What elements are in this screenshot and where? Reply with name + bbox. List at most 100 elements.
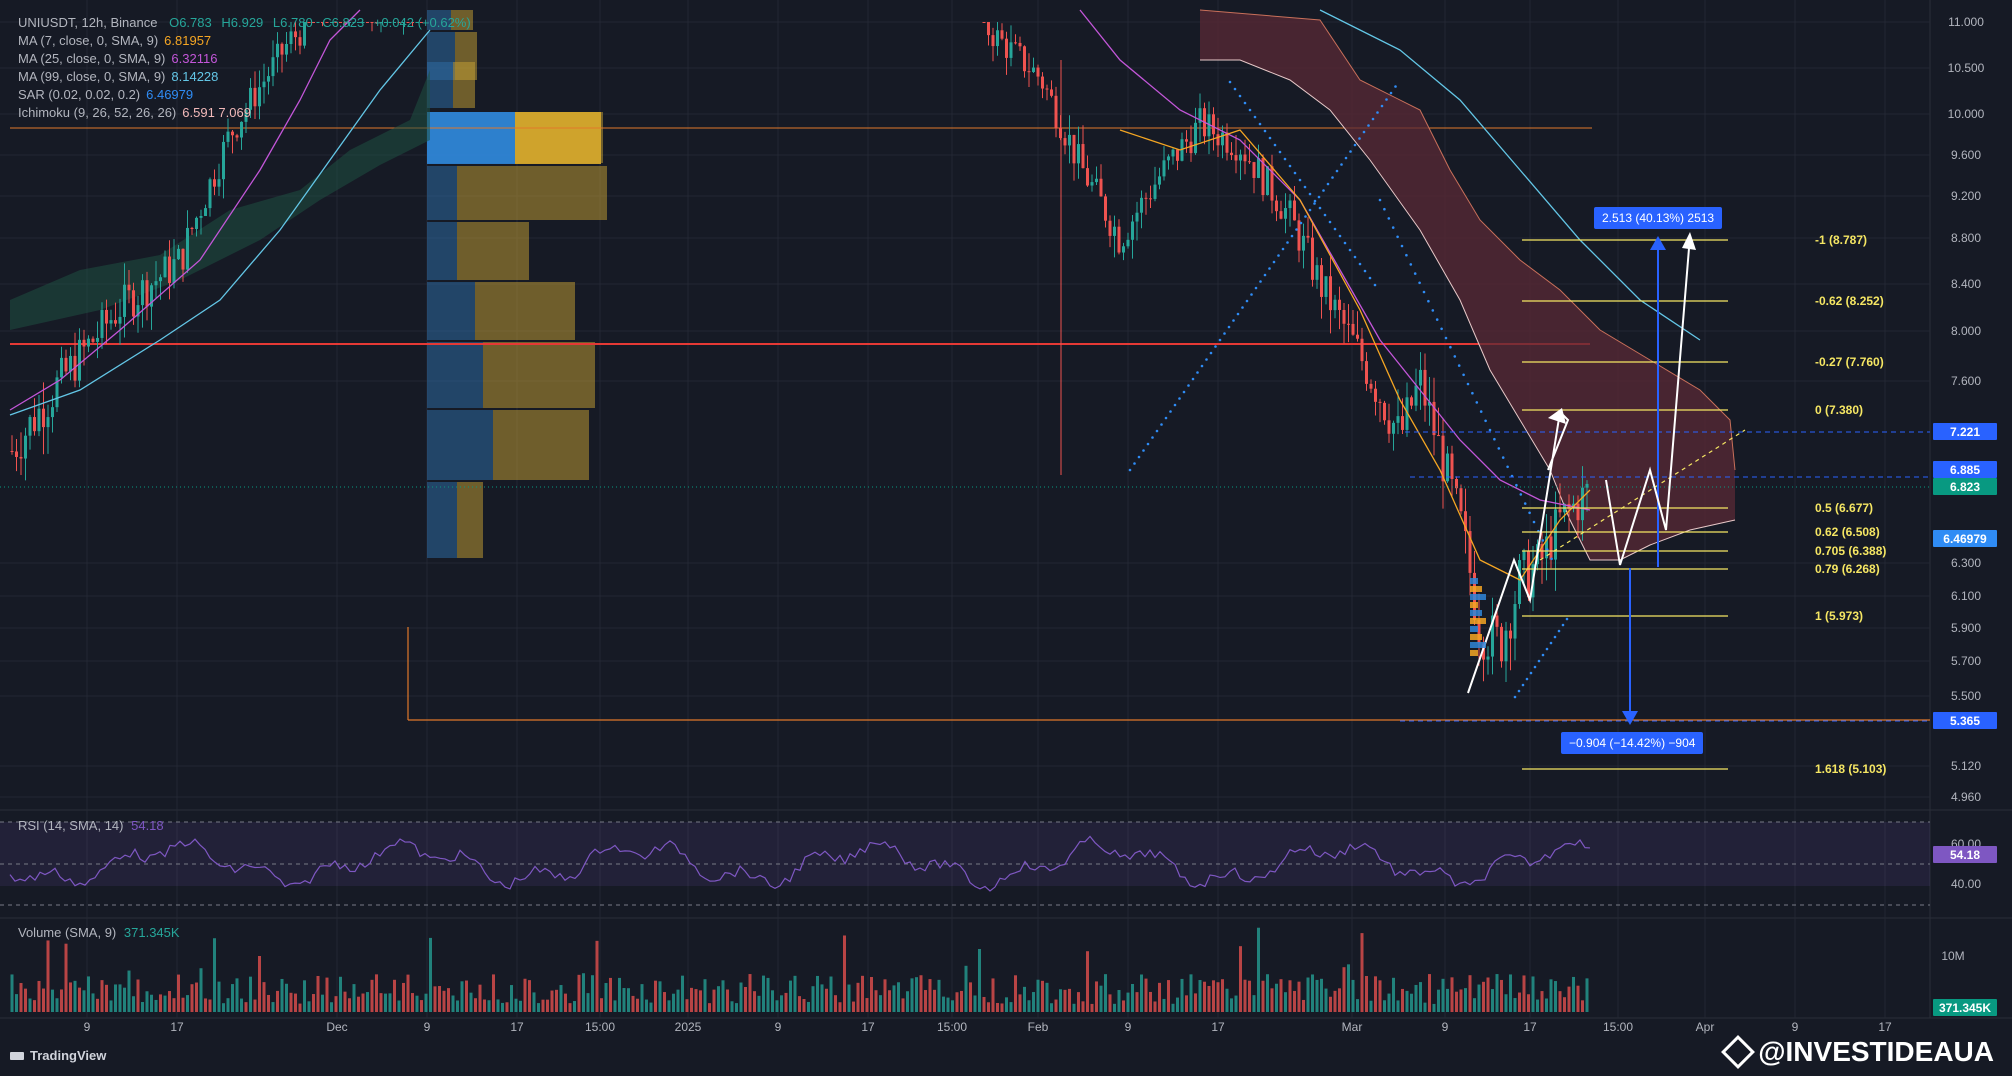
candle-body xyxy=(1234,155,1238,161)
volume-bar xyxy=(838,1002,842,1012)
volume-legend[interactable]: Volume (SMA, 9) 371.345K xyxy=(18,925,180,940)
price-badge[interactable] xyxy=(1933,461,1997,478)
volume-bar xyxy=(1522,975,1526,1012)
sar-dot xyxy=(1515,483,1518,487)
sar-dot xyxy=(1405,253,1408,257)
rsi-legend[interactable]: RSI (14, SMA, 14) 54.18 xyxy=(18,818,164,833)
volume-bar xyxy=(478,984,482,1012)
candle-body xyxy=(1356,334,1359,339)
indicator-label: SAR (0.02, 0.02, 0.2) xyxy=(18,87,141,102)
volume-bar xyxy=(298,1003,302,1012)
volume-bar xyxy=(1162,998,1166,1012)
volume-bar xyxy=(1230,998,1233,1012)
sar-dot xyxy=(1513,695,1517,699)
candle-body xyxy=(235,135,239,138)
volume-bar xyxy=(388,993,392,1012)
volume-bar xyxy=(798,996,801,1012)
volume-bar xyxy=(982,996,986,1012)
volume-bar xyxy=(375,974,378,1012)
price-badge[interactable] xyxy=(1933,530,1997,547)
sar-dot xyxy=(1413,272,1417,275)
volume-bar xyxy=(78,987,81,1012)
candle-body xyxy=(1176,149,1179,161)
volume-bar xyxy=(1351,979,1355,1012)
sar-dot xyxy=(1394,85,1397,88)
candle-body xyxy=(1221,132,1224,146)
symbol-title[interactable]: UNIUSDT, 12h, Binance xyxy=(18,15,158,30)
price-badge[interactable] xyxy=(1933,423,1997,440)
price-tick-label: 9.200 xyxy=(1951,189,1981,203)
volume-bar xyxy=(568,1003,572,1012)
candle-body xyxy=(348,22,351,23)
volume-bar xyxy=(73,980,77,1012)
volume-profile-bar xyxy=(1470,586,1482,592)
volume-bar xyxy=(1527,994,1530,1012)
volume-bar xyxy=(1342,967,1346,1012)
sar-dot xyxy=(1537,659,1541,663)
volume-bar xyxy=(285,983,288,1012)
time-axis-label: 9 xyxy=(424,1020,431,1034)
volume-bar xyxy=(87,976,90,1012)
candle-body xyxy=(379,22,383,23)
volume-bar xyxy=(1536,999,1539,1012)
volume-bar xyxy=(1009,1002,1013,1012)
volume-bar xyxy=(118,984,122,1012)
volume-bar xyxy=(280,978,284,1012)
candle-body xyxy=(222,141,225,180)
ma99-line xyxy=(1319,9,1701,341)
indicator-ichimoku[interactable]: Ichimoku (9, 26, 52, 26, 26) 6.591 7.069 xyxy=(18,104,471,122)
volume-bar xyxy=(1212,980,1215,1012)
price-tick-label: 6.300 xyxy=(1951,556,1981,570)
volume-bar xyxy=(645,999,648,1012)
tradingview-logo[interactable]: TradingView xyxy=(10,1048,106,1063)
volume-bar xyxy=(523,978,527,1012)
sar-dot xyxy=(1378,198,1382,202)
candle-body xyxy=(1081,144,1085,169)
ticker-row[interactable]: UNIUSDT, 12h, Binance O6.783 H6.929 L6.7… xyxy=(18,14,471,32)
price-badge[interactable] xyxy=(1933,478,1997,495)
candle-body xyxy=(1284,208,1287,219)
volume-bar xyxy=(667,1000,671,1012)
sar-dot xyxy=(1331,176,1334,179)
volume-bar xyxy=(712,989,716,1012)
volume-bar xyxy=(1068,988,1071,1012)
candle-body xyxy=(1446,453,1449,482)
sar-dot xyxy=(1288,164,1292,168)
candle-body xyxy=(1374,388,1377,402)
volume-bar xyxy=(384,993,387,1012)
volume-bar xyxy=(123,987,126,1012)
candle-body xyxy=(1212,114,1215,135)
volume-bar xyxy=(807,1001,810,1012)
price-tick-label: 7.600 xyxy=(1951,374,1981,388)
candle-body xyxy=(100,309,104,338)
sar-dot xyxy=(1409,263,1413,266)
candle-body xyxy=(1342,309,1346,324)
candle-body xyxy=(55,377,59,408)
candle-body xyxy=(1581,487,1584,521)
price-badge[interactable] xyxy=(1933,712,1997,729)
indicator-ma7[interactable]: MA (7, close, 0, SMA, 9) 6.81957 xyxy=(18,32,471,50)
indicator-ma99[interactable]: MA (99, close, 0, SMA, 9) 8.14228 xyxy=(18,68,471,86)
volume-bar xyxy=(1117,990,1121,1012)
candle-body xyxy=(1023,46,1026,72)
volume-bar xyxy=(370,979,374,1012)
candle-body xyxy=(51,407,54,418)
candle-body xyxy=(1068,134,1071,146)
indicator-sar[interactable]: SAR (0.02, 0.02, 0.2) 6.46979 xyxy=(18,86,471,104)
volume-bar xyxy=(465,980,468,1012)
volume-bar xyxy=(213,938,216,1012)
indicator-value: 6.81957 xyxy=(164,33,212,48)
volume-bar xyxy=(1239,946,1242,1012)
sar-dot xyxy=(1565,617,1569,621)
volume-bar xyxy=(1288,980,1292,1012)
volume-bar xyxy=(361,993,365,1012)
indicator-ma25[interactable]: MA (25, close, 0, SMA, 9) 6.32116 xyxy=(18,50,471,68)
time-axis-label: Mar xyxy=(1342,1020,1363,1034)
time-axis-label: 9 xyxy=(1442,1020,1449,1034)
volume-bar xyxy=(1581,1000,1584,1012)
candle-body xyxy=(1126,239,1130,247)
volume-bar xyxy=(618,977,621,1012)
sar-dot xyxy=(1519,493,1523,496)
volume-bar xyxy=(163,995,167,1012)
